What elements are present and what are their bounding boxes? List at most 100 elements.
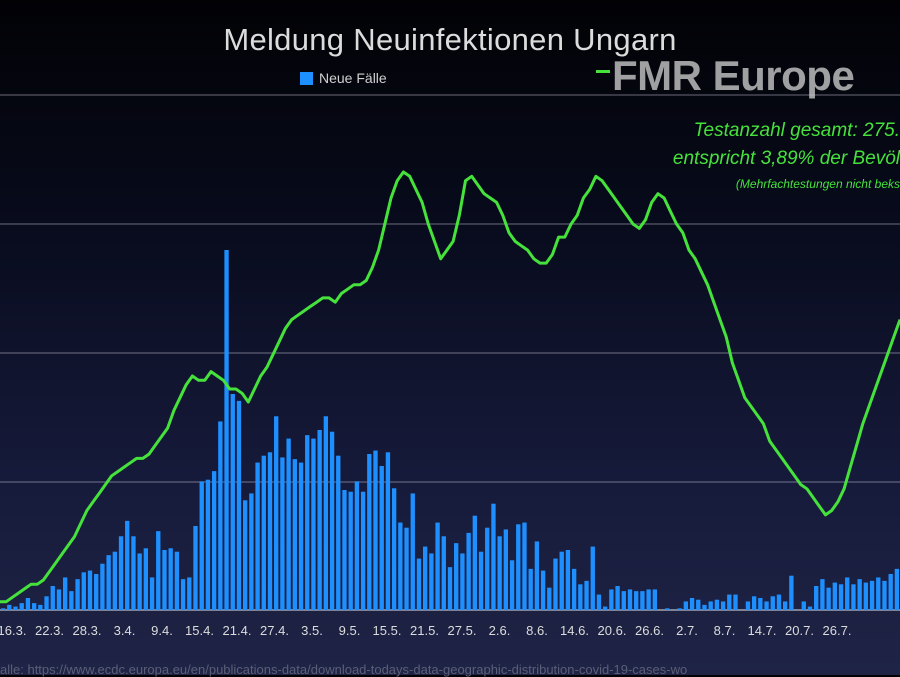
x-tick-label-9: 9.5. — [339, 623, 361, 638]
bar-103 — [640, 591, 645, 610]
bar-38 — [236, 400, 242, 610]
bar-50 — [311, 438, 316, 610]
bar-111 — [689, 598, 695, 610]
bar-33 — [205, 479, 211, 610]
legend-label-new-cases: Neue Fälle — [319, 70, 387, 86]
x-tick-label-1: 22.3. — [35, 623, 64, 638]
bar-79 — [491, 503, 496, 610]
bar-67 — [416, 558, 422, 610]
bar-86 — [534, 541, 540, 610]
bar-74 — [460, 553, 465, 610]
bar-95 — [590, 546, 595, 610]
x-tick-label-14: 8.6. — [526, 623, 548, 638]
bar-28 — [174, 551, 180, 610]
bar-123 — [764, 601, 769, 610]
bar-51 — [317, 430, 322, 610]
bar-69 — [429, 553, 434, 610]
bar-110 — [683, 601, 689, 610]
bar-44 — [274, 416, 279, 610]
bar-1 — [7, 604, 12, 610]
bar-29 — [180, 579, 186, 610]
bar-125 — [776, 594, 782, 610]
bar-85 — [528, 568, 533, 610]
x-tick-label-2: 28.3. — [73, 623, 102, 638]
bar-75 — [466, 532, 471, 610]
bar-114 — [708, 601, 713, 610]
bar-71 — [441, 536, 446, 610]
bar-72 — [447, 567, 453, 610]
bar-60 — [373, 450, 378, 610]
bar-105 — [652, 589, 657, 610]
bar-53 — [329, 431, 335, 610]
bar-16 — [100, 563, 105, 610]
x-tick-label-12: 27.5. — [448, 623, 477, 638]
x-tick-label-4: 9.4. — [151, 623, 173, 638]
bar-143 — [888, 574, 893, 610]
series-line-tests — [0, 170, 900, 604]
bar-129 — [801, 601, 806, 610]
watermark-logo: FMR Europe — [612, 52, 855, 99]
bar-10 — [63, 577, 68, 610]
x-tick-label-8: 3.5. — [301, 623, 323, 638]
bar-132 — [820, 579, 825, 610]
bar-141 — [876, 577, 881, 610]
bar-97 — [603, 606, 608, 610]
bar-63 — [391, 488, 397, 610]
bar-0 — [0, 608, 6, 610]
bar-56 — [348, 491, 353, 610]
bar-100 — [621, 591, 626, 610]
bar-102 — [634, 591, 639, 610]
bar-21 — [131, 536, 136, 610]
bar-61 — [379, 466, 384, 610]
bar-117 — [727, 594, 732, 610]
bar-22 — [137, 553, 142, 610]
bar-2 — [13, 606, 18, 610]
bar-15 — [94, 574, 99, 610]
bar-32 — [199, 481, 204, 610]
bar-90 — [559, 551, 564, 610]
bar-65 — [404, 527, 409, 610]
bar-120 — [745, 601, 751, 610]
bar-49 — [305, 435, 310, 610]
bar-27 — [168, 548, 173, 610]
bar-7 — [44, 596, 49, 610]
bar-126 — [783, 601, 788, 610]
bar-9 — [56, 589, 62, 610]
bar-52 — [323, 416, 329, 610]
bar-81 — [503, 529, 509, 610]
bar-37 — [230, 394, 235, 610]
x-tick-label-7: 27.4. — [260, 623, 289, 638]
bar-83 — [516, 524, 521, 610]
bar-12 — [75, 579, 80, 610]
bar-34 — [211, 471, 217, 610]
bar-101 — [627, 589, 633, 610]
bar-107 — [665, 608, 670, 610]
bar-121 — [751, 596, 757, 610]
bar-113 — [702, 604, 707, 610]
bar-92 — [571, 568, 577, 610]
bar-70 — [435, 522, 440, 610]
bar-127 — [789, 575, 794, 610]
bar-40 — [249, 493, 254, 610]
bar-48 — [298, 462, 304, 610]
bar-91 — [565, 550, 571, 610]
x-tick-label-10: 15.5. — [373, 623, 402, 638]
x-tick-label-11: 21.5. — [410, 623, 439, 638]
bar-58 — [360, 491, 366, 610]
bar-3 — [19, 603, 24, 610]
x-tick-label-0: 16.3. — [0, 623, 26, 638]
bar-73 — [454, 543, 459, 610]
bar-64 — [398, 522, 403, 610]
bar-135 — [838, 584, 844, 610]
bar-138 — [857, 579, 862, 610]
x-tick-label-21: 20.7. — [785, 623, 814, 638]
bar-8 — [50, 586, 55, 610]
source-text: alle: https://www.ecdc.europa.eu/en/publ… — [0, 662, 688, 677]
x-tick-label-13: 2.6. — [489, 623, 511, 638]
bar-36 — [224, 250, 229, 610]
bar-115 — [714, 599, 720, 610]
bar-24 — [149, 577, 155, 610]
annotation-percentage: entspricht 3,89% der Bevöl — [673, 148, 900, 170]
bar-136 — [845, 577, 850, 610]
